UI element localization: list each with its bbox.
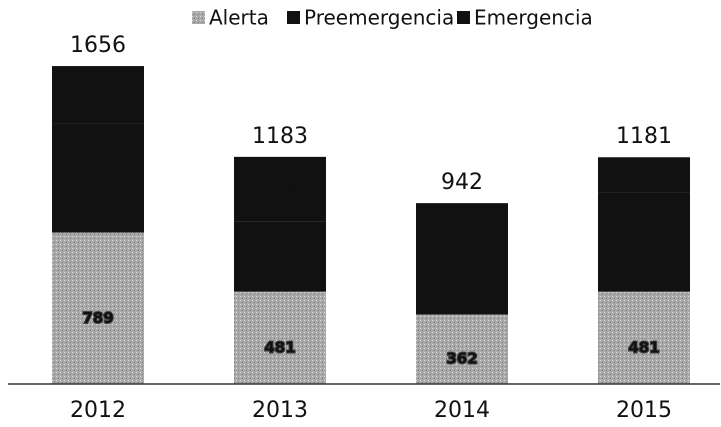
bar-segment: [52, 232, 144, 384]
legend-swatch: [287, 11, 300, 24]
legend-label: Alerta: [209, 6, 269, 30]
value-label: 184: [628, 178, 659, 196]
bar-segment: [234, 221, 326, 292]
bar-segment: [416, 203, 508, 226]
bar-segment: [416, 314, 508, 384]
value-label: 119: [446, 224, 477, 242]
legend-label: Preemergencia: [304, 6, 454, 30]
value-label: 336: [264, 177, 295, 195]
bar-segment: [52, 66, 144, 124]
bar-segment: [416, 225, 508, 315]
total-label: 1183: [252, 124, 308, 149]
bar-segment: [598, 192, 690, 292]
value-label: 789: [82, 309, 113, 327]
legend-swatch: [192, 11, 205, 24]
x-tick-label: 2013: [252, 398, 308, 423]
value-label: 481: [628, 338, 659, 356]
total-label: 1181: [616, 124, 672, 149]
value-label: 481: [264, 338, 295, 356]
bar-segment: [234, 291, 326, 384]
bar-segment: [598, 291, 690, 384]
total-label: 942: [441, 170, 483, 195]
x-tick-label: 2014: [434, 398, 490, 423]
total-label: 1656: [70, 33, 126, 58]
x-tick-label: 2015: [616, 398, 672, 423]
value-label: 297: [82, 87, 113, 105]
bar-segment: [598, 157, 690, 193]
legend-label: Emergencia: [474, 6, 593, 30]
bar-segment: [234, 156, 326, 222]
value-label: 362: [446, 350, 477, 368]
x-tick-label: 2012: [70, 398, 126, 423]
legend-swatch: [457, 11, 470, 24]
bar-segment: [52, 123, 144, 233]
